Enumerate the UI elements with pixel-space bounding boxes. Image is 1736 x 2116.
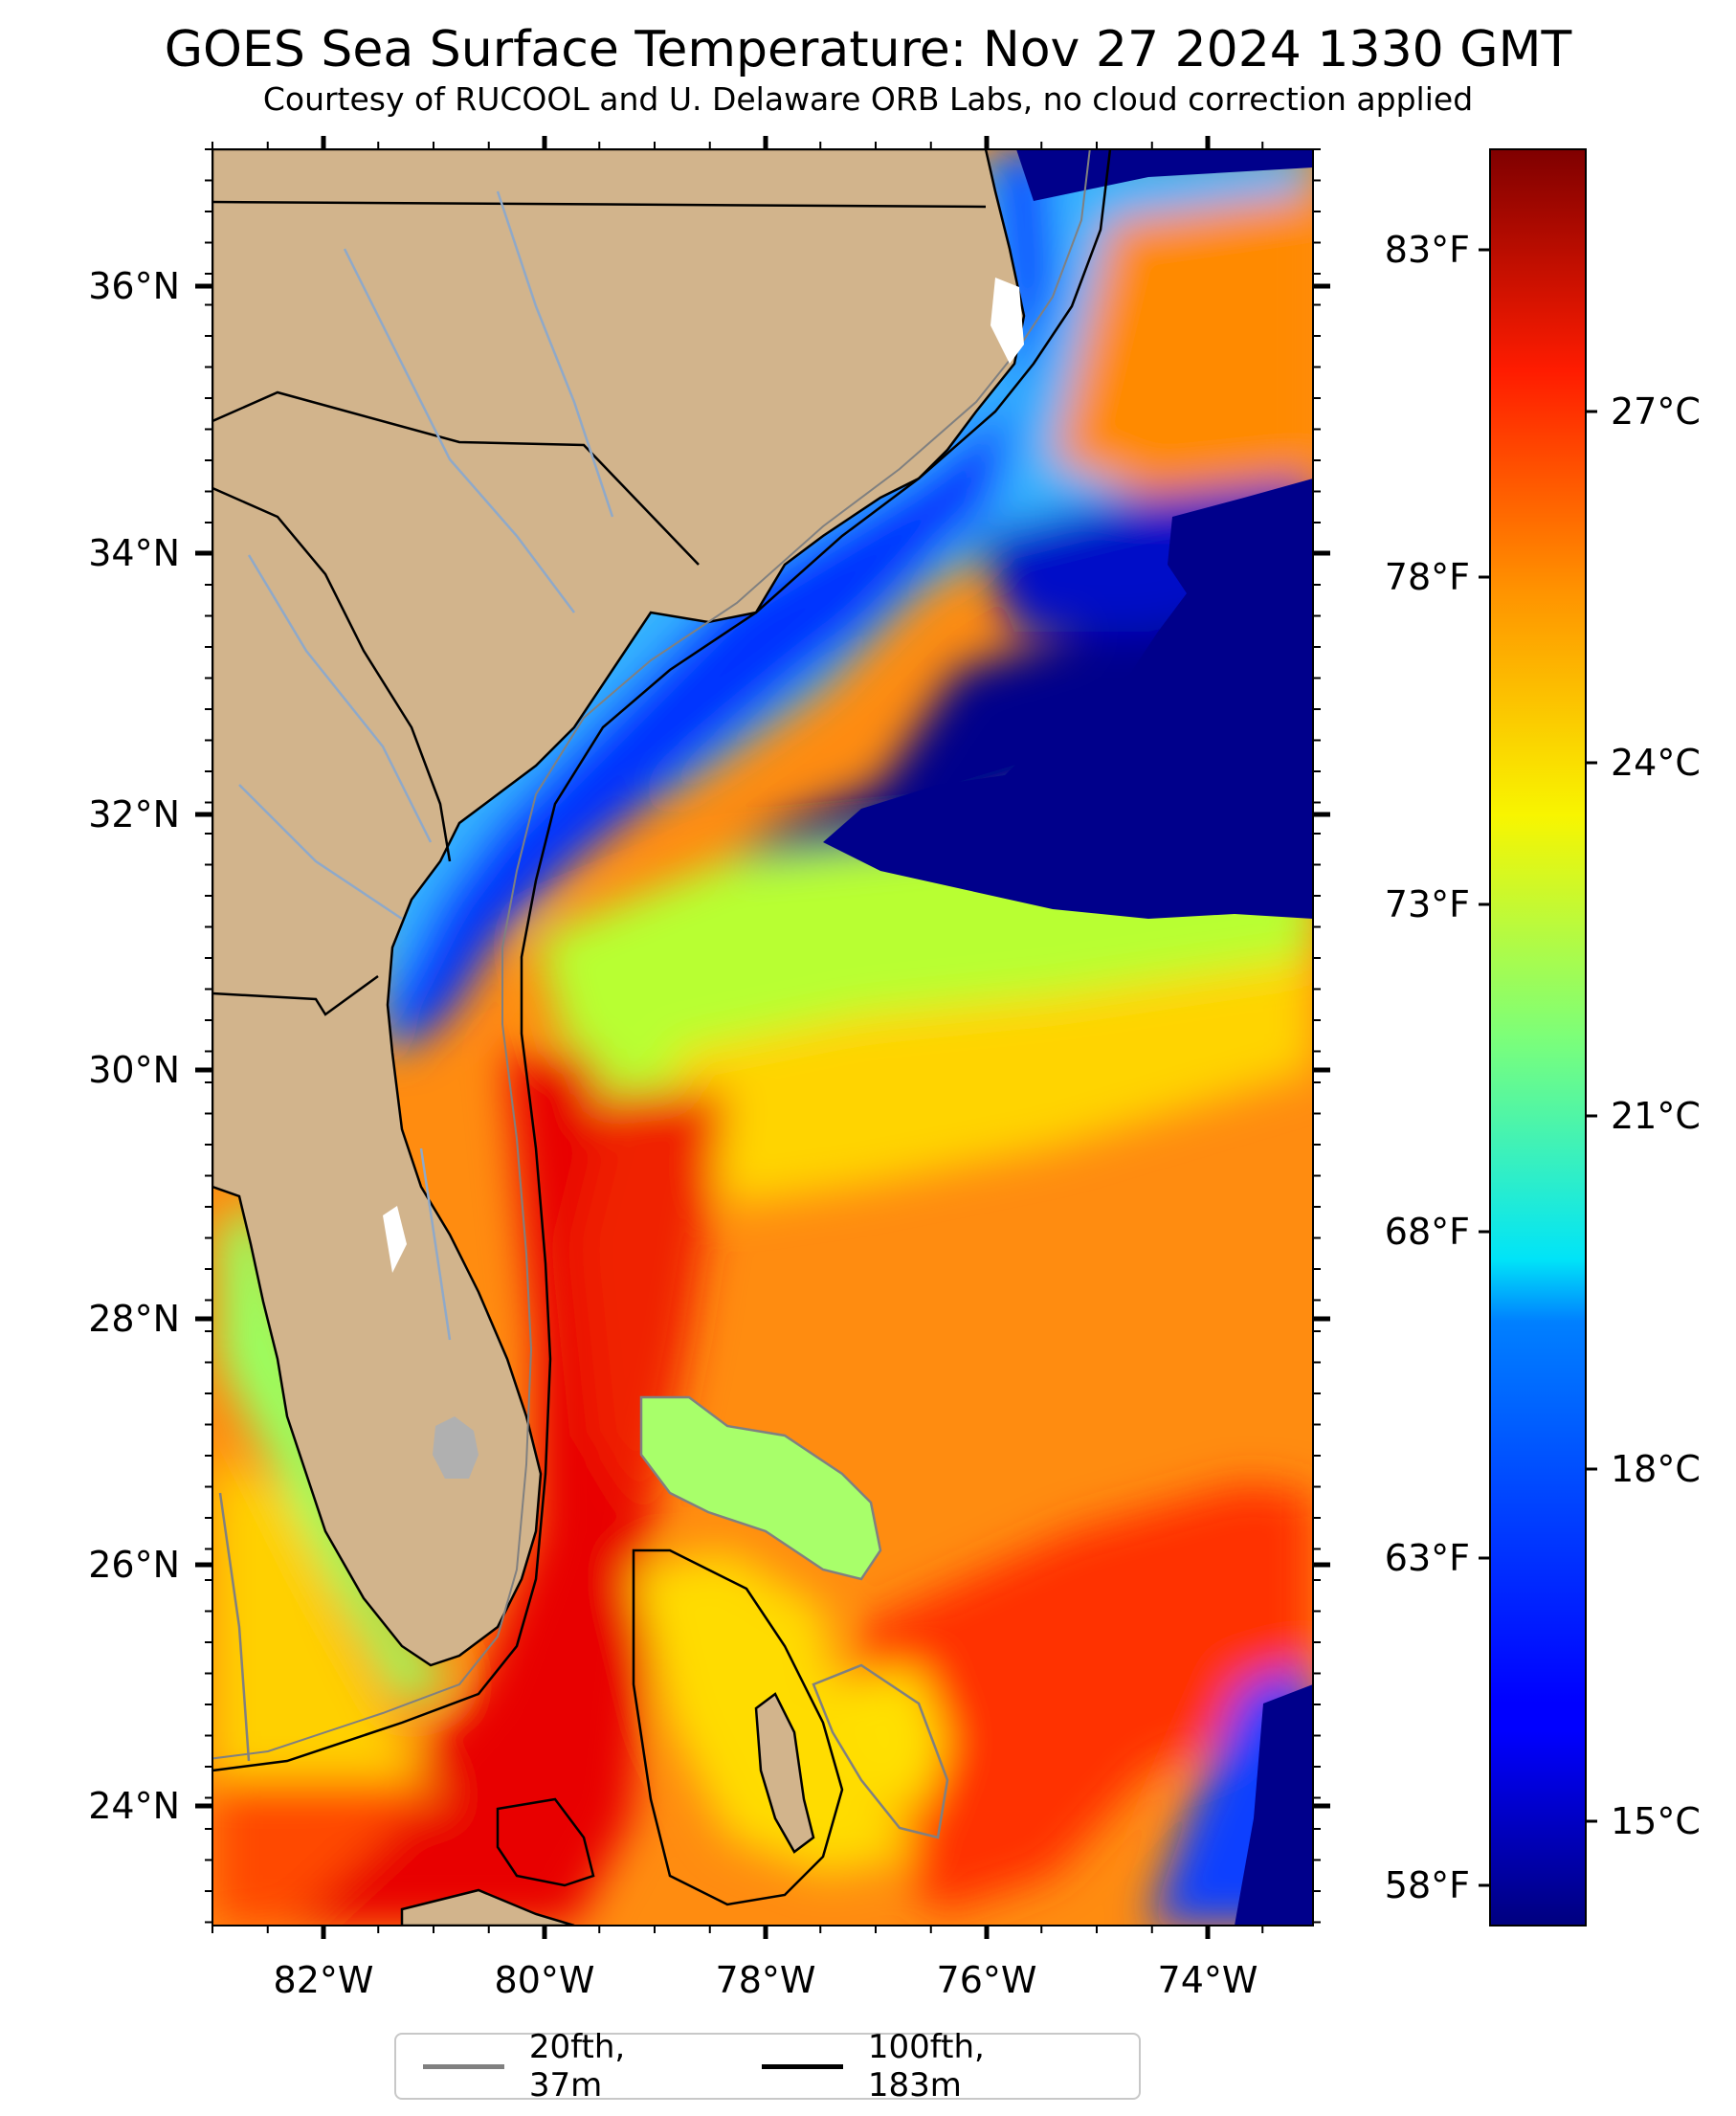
lat-label-28: 28°N: [88, 1298, 180, 1340]
celsius-label-18: 18°C: [1611, 1448, 1701, 1490]
fahrenheit-label-58: 58°F: [1385, 1864, 1470, 1906]
legend-line-gray: [423, 2063, 504, 2069]
celsius-label-24: 24°C: [1611, 742, 1701, 784]
lat-label-30: 30°N: [88, 1049, 180, 1091]
contour-legend: 20fth, 37m 100fth, 183m: [394, 2028, 1141, 2105]
lon-label-80: 80°W: [495, 1959, 595, 2001]
legend-item-100fth: 100fth, 183m: [761, 2028, 1072, 2105]
lon-label-76: 76°W: [937, 1959, 1037, 2001]
longitude-labels: 82°W 80°W 78°W 76°W 74°W: [274, 1959, 1258, 2001]
legend-line-black: [761, 2063, 843, 2069]
celsius-ticks: [1586, 410, 1597, 1823]
fahrenheit-label-73: 73°F: [1385, 883, 1470, 925]
legend-label-20fth: 20fth, 37m: [528, 2028, 626, 2105]
lat-label-32: 32°N: [88, 793, 180, 835]
fahrenheit-labels: 83°F 78°F 73°F 68°F 63°F 58°F: [1385, 229, 1470, 1906]
lon-label-82: 82°W: [274, 1959, 374, 2001]
fahrenheit-ticks: [1479, 248, 1490, 1887]
colorbar: [1489, 148, 1587, 1927]
latitude-labels: 36°N 34°N 32°N 30°N 28°N 26°N 24°N: [88, 265, 180, 1827]
map-frame: [211, 148, 1314, 1927]
map-subtitle: Courtesy of RUCOOL and U. Delaware ORB L…: [262, 80, 1474, 118]
fahrenheit-label-63: 63°F: [1385, 1537, 1470, 1579]
lat-label-34: 34°N: [88, 532, 180, 574]
celsius-label-15: 15°C: [1611, 1800, 1701, 1842]
legend-item-20fth: 20fth, 37m: [423, 2028, 695, 2105]
celsius-label-27: 27°C: [1611, 390, 1701, 433]
rivers: [238, 190, 614, 1341]
no-data-areas: [383, 278, 1024, 1273]
celsius-label-21: 21°C: [1611, 1095, 1701, 1137]
fahrenheit-label-83: 83°F: [1385, 229, 1470, 271]
fahrenheit-label-78: 78°F: [1385, 556, 1470, 598]
legend-label-100fth: 100fth, 183m: [867, 2028, 985, 2105]
lon-label-78: 78°W: [716, 1959, 816, 2001]
minor-ticks: [205, 142, 1321, 1933]
map-title: GOES Sea Surface Temperature: Nov 27 202…: [164, 21, 1572, 78]
fahrenheit-label-68: 68°F: [1385, 1211, 1470, 1253]
state-borders: [212, 200, 987, 1016]
sst-field: [212, 149, 1313, 1926]
lon-label-74: 74°W: [1158, 1959, 1258, 2001]
celsius-labels: 27°C 24°C 21°C 18°C 15°C: [1611, 390, 1701, 1842]
depth-contours: [212, 149, 1112, 1906]
lat-label-24: 24°N: [88, 1785, 180, 1827]
lat-label-36: 36°N: [88, 265, 180, 307]
lat-label-26: 26°N: [88, 1544, 180, 1586]
